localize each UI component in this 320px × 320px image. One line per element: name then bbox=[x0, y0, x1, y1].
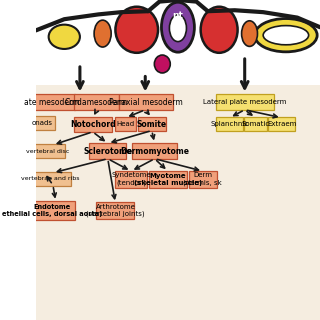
FancyBboxPatch shape bbox=[30, 144, 65, 158]
Text: vertebral disc: vertebral disc bbox=[26, 148, 69, 154]
FancyBboxPatch shape bbox=[149, 171, 187, 188]
FancyBboxPatch shape bbox=[30, 116, 55, 130]
Text: Splanchnic: Splanchnic bbox=[210, 121, 249, 127]
Text: Myotome
(skeletal muscle): Myotome (skeletal muscle) bbox=[134, 173, 202, 186]
Text: Extraem: Extraem bbox=[267, 121, 296, 127]
Ellipse shape bbox=[116, 7, 158, 53]
FancyBboxPatch shape bbox=[138, 117, 166, 131]
FancyBboxPatch shape bbox=[216, 94, 274, 110]
FancyBboxPatch shape bbox=[115, 171, 147, 188]
FancyBboxPatch shape bbox=[89, 143, 126, 159]
Ellipse shape bbox=[94, 20, 111, 47]
FancyBboxPatch shape bbox=[30, 94, 75, 110]
Text: Paraxial mesoderm: Paraxial mesoderm bbox=[109, 98, 183, 107]
Text: Arthrotome
(vertebral joints): Arthrotome (vertebral joints) bbox=[86, 204, 145, 217]
Text: nt: nt bbox=[172, 11, 183, 20]
FancyBboxPatch shape bbox=[216, 117, 243, 131]
FancyBboxPatch shape bbox=[74, 94, 119, 110]
Ellipse shape bbox=[263, 26, 308, 45]
Text: Head: Head bbox=[116, 121, 135, 127]
FancyBboxPatch shape bbox=[30, 201, 75, 220]
Text: Dermomyotome: Dermomyotome bbox=[120, 147, 189, 156]
FancyBboxPatch shape bbox=[132, 143, 177, 159]
FancyBboxPatch shape bbox=[115, 117, 136, 131]
Ellipse shape bbox=[49, 25, 80, 49]
Text: onads: onads bbox=[32, 120, 53, 126]
Text: Endotome
ethelial cells, dorsal aorta): Endotome ethelial cells, dorsal aorta) bbox=[2, 204, 102, 217]
FancyBboxPatch shape bbox=[36, 85, 320, 320]
FancyBboxPatch shape bbox=[74, 117, 112, 132]
Text: Sclerotome: Sclerotome bbox=[83, 147, 132, 156]
FancyBboxPatch shape bbox=[96, 202, 134, 219]
FancyBboxPatch shape bbox=[189, 171, 217, 188]
Text: Cordamesoderm: Cordamesoderm bbox=[65, 98, 128, 107]
Text: Somatic: Somatic bbox=[241, 121, 270, 127]
Text: ate mesoderm: ate mesoderm bbox=[24, 98, 80, 107]
Ellipse shape bbox=[154, 55, 170, 73]
FancyBboxPatch shape bbox=[244, 117, 268, 131]
Text: Lateral plate mesoderm: Lateral plate mesoderm bbox=[203, 99, 286, 105]
Ellipse shape bbox=[255, 19, 317, 52]
Ellipse shape bbox=[162, 2, 195, 52]
Ellipse shape bbox=[242, 21, 258, 46]
Text: Notochord: Notochord bbox=[70, 120, 116, 129]
Text: Somite: Somite bbox=[137, 120, 167, 129]
Text: Derm
(dermis, sk: Derm (dermis, sk bbox=[183, 172, 222, 186]
FancyBboxPatch shape bbox=[119, 94, 173, 110]
FancyBboxPatch shape bbox=[30, 172, 70, 186]
FancyBboxPatch shape bbox=[268, 117, 295, 131]
Ellipse shape bbox=[201, 7, 238, 53]
Text: vertebrae and ribs: vertebrae and ribs bbox=[21, 176, 79, 181]
Text: Syndetome
(tendon): Syndetome (tendon) bbox=[111, 172, 151, 186]
Ellipse shape bbox=[169, 15, 187, 42]
